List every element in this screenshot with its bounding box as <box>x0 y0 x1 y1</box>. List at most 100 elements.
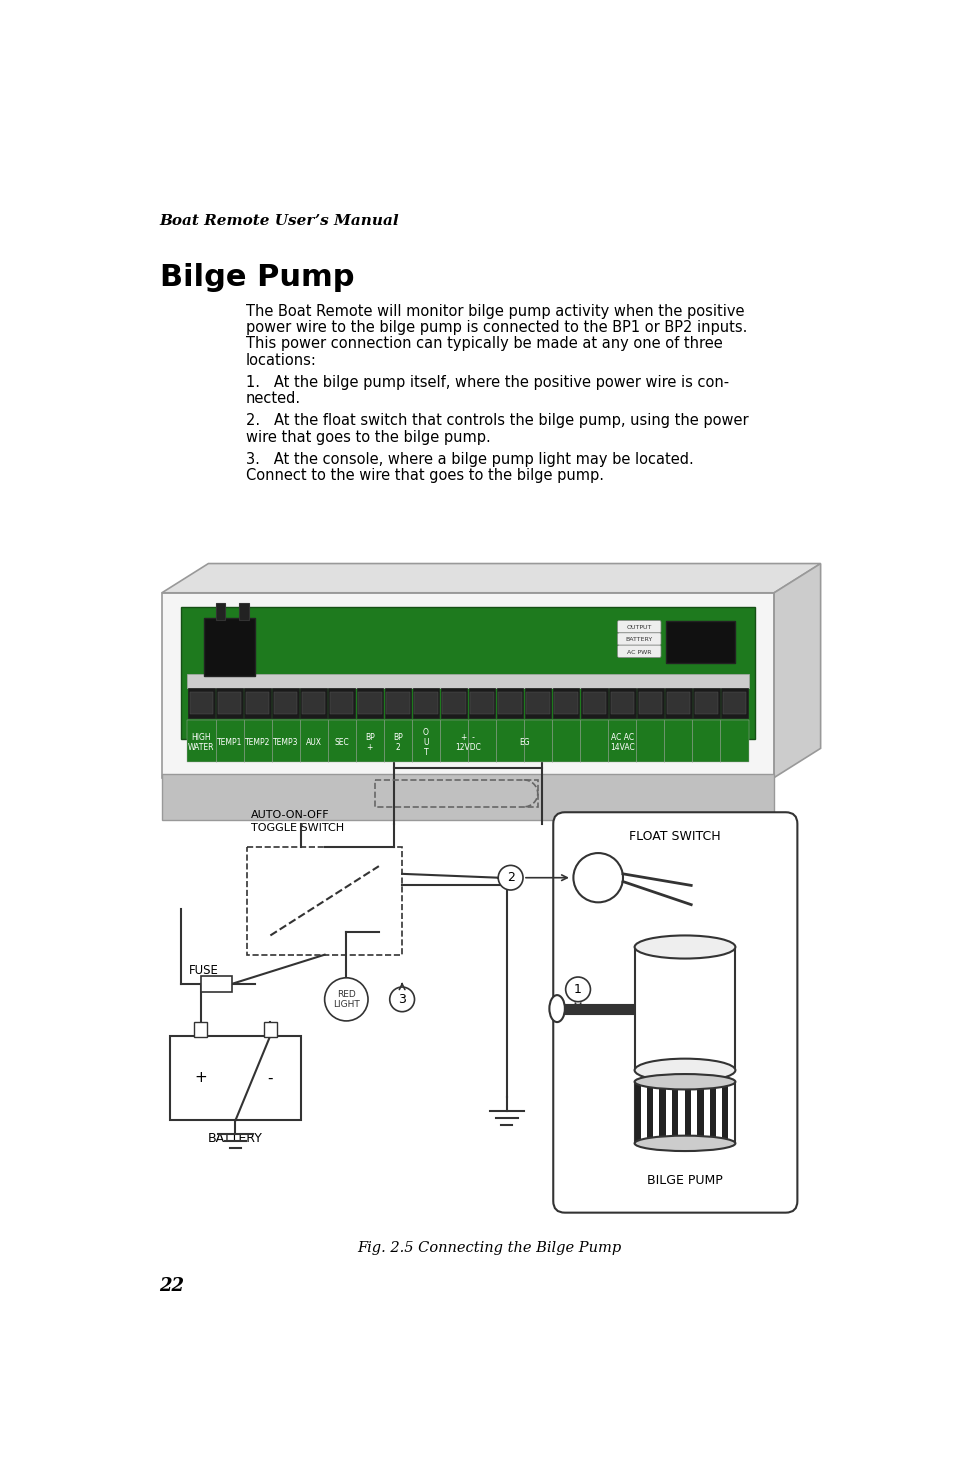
Bar <box>273 687 298 718</box>
Text: EG: EG <box>518 738 529 746</box>
Bar <box>497 687 523 718</box>
Bar <box>468 687 495 718</box>
Bar <box>274 692 297 714</box>
FancyBboxPatch shape <box>617 645 660 658</box>
Ellipse shape <box>549 996 564 1022</box>
Polygon shape <box>162 563 820 593</box>
Circle shape <box>565 976 590 1002</box>
Text: BP
2: BP 2 <box>393 733 402 752</box>
Bar <box>162 774 773 820</box>
Bar <box>244 687 271 718</box>
Bar <box>239 603 249 620</box>
Text: nected.: nected. <box>245 391 300 406</box>
Bar <box>524 687 551 718</box>
Text: SEC: SEC <box>335 738 349 746</box>
Text: 3.   At the console, where a bilge pump light may be located.: 3. At the console, where a bilge pump li… <box>245 451 693 468</box>
Bar <box>659 1081 665 1143</box>
Ellipse shape <box>634 935 735 959</box>
Text: This power connection can typically be made at any one of three: This power connection can typically be m… <box>245 336 721 351</box>
Bar <box>414 692 437 714</box>
Text: BILGE PUMP: BILGE PUMP <box>646 1174 722 1187</box>
Bar <box>302 692 325 714</box>
Bar <box>665 621 735 662</box>
Bar <box>170 1035 301 1120</box>
Bar <box>384 687 411 718</box>
Text: 2: 2 <box>506 872 514 884</box>
Bar <box>634 1081 735 1143</box>
Text: 1.   At the bilge pump itself, where the positive power wire is con-: 1. At the bilge pump itself, where the p… <box>245 375 728 389</box>
Bar <box>634 947 735 1071</box>
Text: TOGGLE SWITCH: TOGGLE SWITCH <box>251 823 344 833</box>
Text: AUX: AUX <box>305 738 321 746</box>
Bar <box>693 687 719 718</box>
Bar <box>187 674 748 687</box>
Bar <box>190 692 213 714</box>
Text: TEMP2: TEMP2 <box>245 738 270 746</box>
Text: 2.   At the float switch that controls the bilge pump, using the power: 2. At the float switch that controls the… <box>245 413 747 428</box>
Text: BATTERY: BATTERY <box>208 1131 263 1145</box>
Bar <box>217 692 241 714</box>
Bar <box>187 720 748 763</box>
Ellipse shape <box>634 1059 735 1081</box>
Text: AC AC
14VAC: AC AC 14VAC <box>609 733 634 752</box>
Bar <box>330 692 353 714</box>
Text: OUTPUT: OUTPUT <box>626 625 651 630</box>
Text: Boat Remote User’s Manual: Boat Remote User’s Manual <box>159 214 398 229</box>
Text: AC PWR: AC PWR <box>626 649 651 655</box>
Bar <box>204 618 254 676</box>
Bar <box>646 1081 653 1143</box>
Ellipse shape <box>634 1074 735 1090</box>
Bar <box>637 687 663 718</box>
Polygon shape <box>181 606 754 739</box>
Text: FUSE: FUSE <box>189 963 218 976</box>
Text: TEMP3: TEMP3 <box>273 738 298 746</box>
Text: wire that goes to the bilge pump.: wire that goes to the bilge pump. <box>245 429 490 444</box>
Bar <box>664 687 691 718</box>
Bar <box>440 687 467 718</box>
FancyBboxPatch shape <box>617 621 660 633</box>
Bar <box>634 1081 640 1143</box>
Bar <box>582 692 605 714</box>
Text: +: + <box>194 1071 207 1086</box>
Text: Connect to the wire that goes to the bilge pump.: Connect to the wire that goes to the bil… <box>245 468 603 482</box>
Polygon shape <box>162 593 773 777</box>
Bar <box>722 692 745 714</box>
FancyBboxPatch shape <box>617 633 660 645</box>
Text: +  -
12VDC: + - 12VDC <box>455 733 480 752</box>
Bar <box>697 1081 703 1143</box>
Ellipse shape <box>634 1136 735 1150</box>
FancyBboxPatch shape <box>553 813 797 1212</box>
Bar <box>200 976 232 991</box>
Text: AUTO-ON-OFF: AUTO-ON-OFF <box>251 810 330 820</box>
Bar <box>413 687 438 718</box>
Bar <box>709 1081 716 1143</box>
Bar <box>694 692 718 714</box>
Bar <box>526 692 549 714</box>
Text: -: - <box>268 1071 273 1086</box>
Bar <box>375 780 537 807</box>
Bar <box>264 1022 276 1037</box>
Bar <box>554 692 578 714</box>
Text: RED
LIGHT: RED LIGHT <box>333 990 359 1009</box>
Circle shape <box>573 853 622 903</box>
Text: O
U
T: O U T <box>422 727 429 758</box>
Circle shape <box>324 978 368 1021</box>
Bar <box>357 692 381 714</box>
Bar <box>470 692 494 714</box>
Text: The Boat Remote will monitor bilge pump activity when the positive: The Boat Remote will monitor bilge pump … <box>245 304 743 319</box>
Text: 22: 22 <box>159 1276 184 1295</box>
Bar <box>638 692 661 714</box>
Text: TEMP1: TEMP1 <box>216 738 242 746</box>
Bar <box>720 687 747 718</box>
Bar <box>328 687 355 718</box>
Text: Bilge Pump: Bilge Pump <box>159 263 354 292</box>
Text: Fig. 2.5 Connecting the Bilge Pump: Fig. 2.5 Connecting the Bilge Pump <box>356 1240 620 1255</box>
Bar <box>721 1081 728 1143</box>
Text: 3: 3 <box>397 993 406 1006</box>
Bar <box>300 687 327 718</box>
Bar <box>194 1022 207 1037</box>
Bar <box>553 687 578 718</box>
Bar <box>247 847 402 954</box>
Bar <box>216 603 225 620</box>
Text: BATTERY: BATTERY <box>625 637 652 642</box>
